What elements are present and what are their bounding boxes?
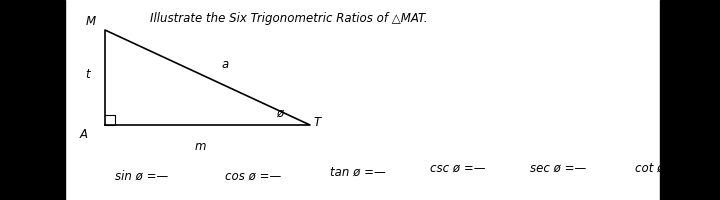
- Text: t: t: [86, 68, 90, 82]
- Text: csc ø =—: csc ø =—: [430, 162, 485, 175]
- Text: sin ø =—: sin ø =—: [115, 170, 168, 183]
- Text: T: T: [314, 116, 321, 129]
- Bar: [0, 0, 65, 200]
- Text: ø: ø: [276, 106, 283, 119]
- Text: cos ø =—: cos ø =—: [225, 170, 282, 183]
- Text: sec ø =—: sec ø =—: [530, 162, 586, 175]
- Text: a: a: [221, 58, 229, 72]
- Text: tan ø =—: tan ø =—: [330, 166, 386, 179]
- Text: Illustrate the Six Trigonometric Ratios of △MAT.: Illustrate the Six Trigonometric Ratios …: [150, 12, 428, 25]
- Text: cot ø =—: cot ø =—: [635, 162, 690, 175]
- Text: m: m: [194, 140, 206, 153]
- Text: A: A: [80, 128, 88, 141]
- Bar: [660, 0, 720, 200]
- Text: M: M: [86, 15, 96, 28]
